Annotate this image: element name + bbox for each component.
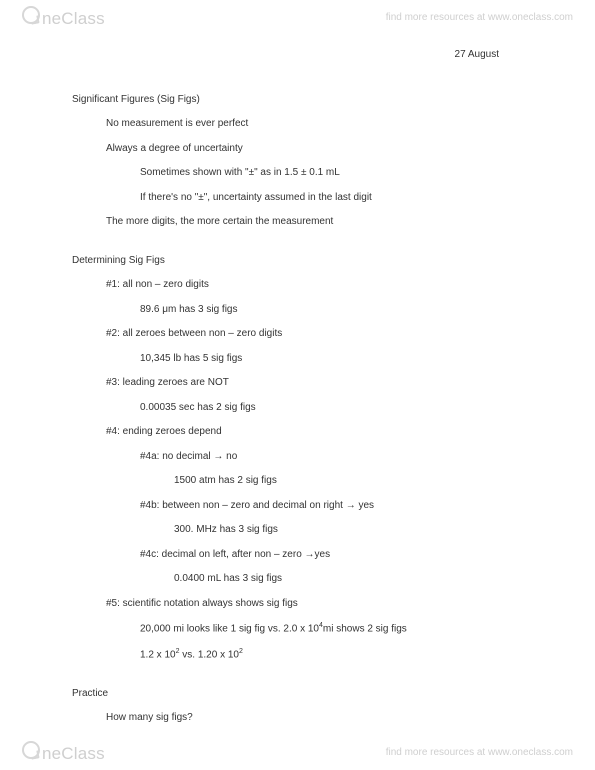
header-watermark: neClass find more resources at www.onecl… xyxy=(0,0,595,35)
body-line: 10,345 lb has 5 sig figs xyxy=(140,352,545,367)
body-line: 1500 atm has 2 sig figs xyxy=(174,474,545,489)
body-line: 0.0400 mL has 3 sig figs xyxy=(174,572,545,587)
body-line: #2: all zeroes between non – zero digits xyxy=(106,327,545,342)
body-line: How many sig figs? xyxy=(106,711,545,726)
resources-link-top: find more resources at www.oneclass.com xyxy=(386,12,573,23)
body-line: 1.2 x 102 vs. 1.20 x 102 xyxy=(140,647,545,663)
logo-text: neClass xyxy=(42,744,105,764)
logo: neClass xyxy=(22,741,105,764)
resources-link-bottom: find more resources at www.oneclass.com xyxy=(386,747,573,758)
body-line: #4: ending zeroes depend xyxy=(106,425,545,440)
superscript: 2 xyxy=(239,648,243,655)
body-line: 300. MHz has 3 sig figs xyxy=(174,523,545,538)
logo-o-icon xyxy=(22,741,40,759)
footer-watermark: neClass find more resources at www.onecl… xyxy=(0,735,595,770)
text-fragment: vs. 1.20 x 10 xyxy=(180,649,239,660)
logo-o-icon xyxy=(22,6,40,24)
body-line: #5: scientific notation always shows sig… xyxy=(106,597,545,612)
text-fragment: 20,000 mi looks like 1 sig fig vs. 2.0 x… xyxy=(140,623,319,634)
body-line: The more digits, the more certain the me… xyxy=(106,215,545,230)
logo: neClass xyxy=(22,6,105,29)
section-title: Practice xyxy=(72,687,545,702)
body-line: Sometimes shown with "±" as in 1.5 ± 0.1… xyxy=(140,166,545,181)
body-line: #4b: between non – zero and decimal on r… xyxy=(140,499,545,514)
body-line: 89.6 μm has 3 sig figs xyxy=(140,303,545,318)
logo-text: neClass xyxy=(42,9,105,29)
text-fragment: 1.2 x 10 xyxy=(140,649,176,660)
section-title: Significant Figures (Sig Figs) xyxy=(72,93,545,108)
body-line: #3: leading zeroes are NOT xyxy=(106,376,545,391)
document-body: 27 August Significant Figures (Sig Figs)… xyxy=(0,48,595,736)
body-line: 20,000 mi looks like 1 sig fig vs. 2.0 x… xyxy=(140,621,545,637)
text-fragment: mi shows 2 sig figs xyxy=(323,623,407,634)
body-line: #4c: decimal on left, after non – zero →… xyxy=(140,548,545,563)
section-title: Determining Sig Figs xyxy=(72,254,545,269)
body-line: If there's no "±", uncertainty assumed i… xyxy=(140,191,545,206)
body-line: #1: all non – zero digits xyxy=(106,278,545,293)
body-line: 0.00035 sec has 2 sig figs xyxy=(140,401,545,416)
document-date: 27 August xyxy=(72,48,545,63)
body-line: #4a: no decimal → no xyxy=(140,450,545,465)
body-line: No measurement is ever perfect xyxy=(106,117,545,132)
body-line: Always a degree of uncertainty xyxy=(106,142,545,157)
